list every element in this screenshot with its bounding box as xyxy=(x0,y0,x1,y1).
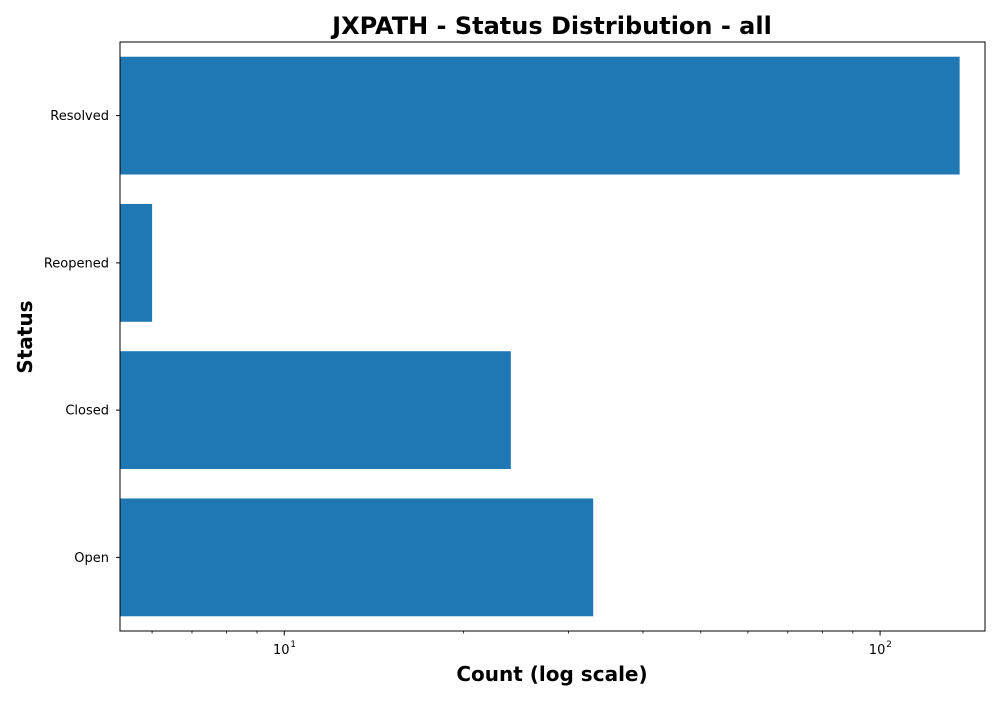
x-tick-exponent: 1 xyxy=(290,640,296,650)
x-tick-exponent: 2 xyxy=(886,640,892,650)
bar-open xyxy=(120,498,594,617)
x-axis-ticks: 10 1 10 2 xyxy=(151,631,892,658)
bar-closed xyxy=(120,351,511,470)
bar-resolved xyxy=(120,56,960,175)
x-tick-label: 10 xyxy=(273,643,290,658)
y-tick-label: Resolved xyxy=(50,109,109,124)
y-tick-label: Open xyxy=(74,551,109,566)
y-tick-label: Closed xyxy=(65,404,109,419)
y-tick-label: Reopened xyxy=(44,256,109,271)
y-axis-ticks: Resolved Reopened Closed Open xyxy=(44,109,120,566)
bar-reopened xyxy=(120,203,153,322)
x-tick-label: 10 xyxy=(869,643,886,658)
y-axis-label: Status xyxy=(13,300,37,373)
chart-title: JXPATH - Status Distribution - all xyxy=(330,12,772,40)
bars-layer xyxy=(120,56,960,617)
plot-frame xyxy=(119,41,986,632)
x-axis-label: Count (log scale) xyxy=(456,662,647,686)
